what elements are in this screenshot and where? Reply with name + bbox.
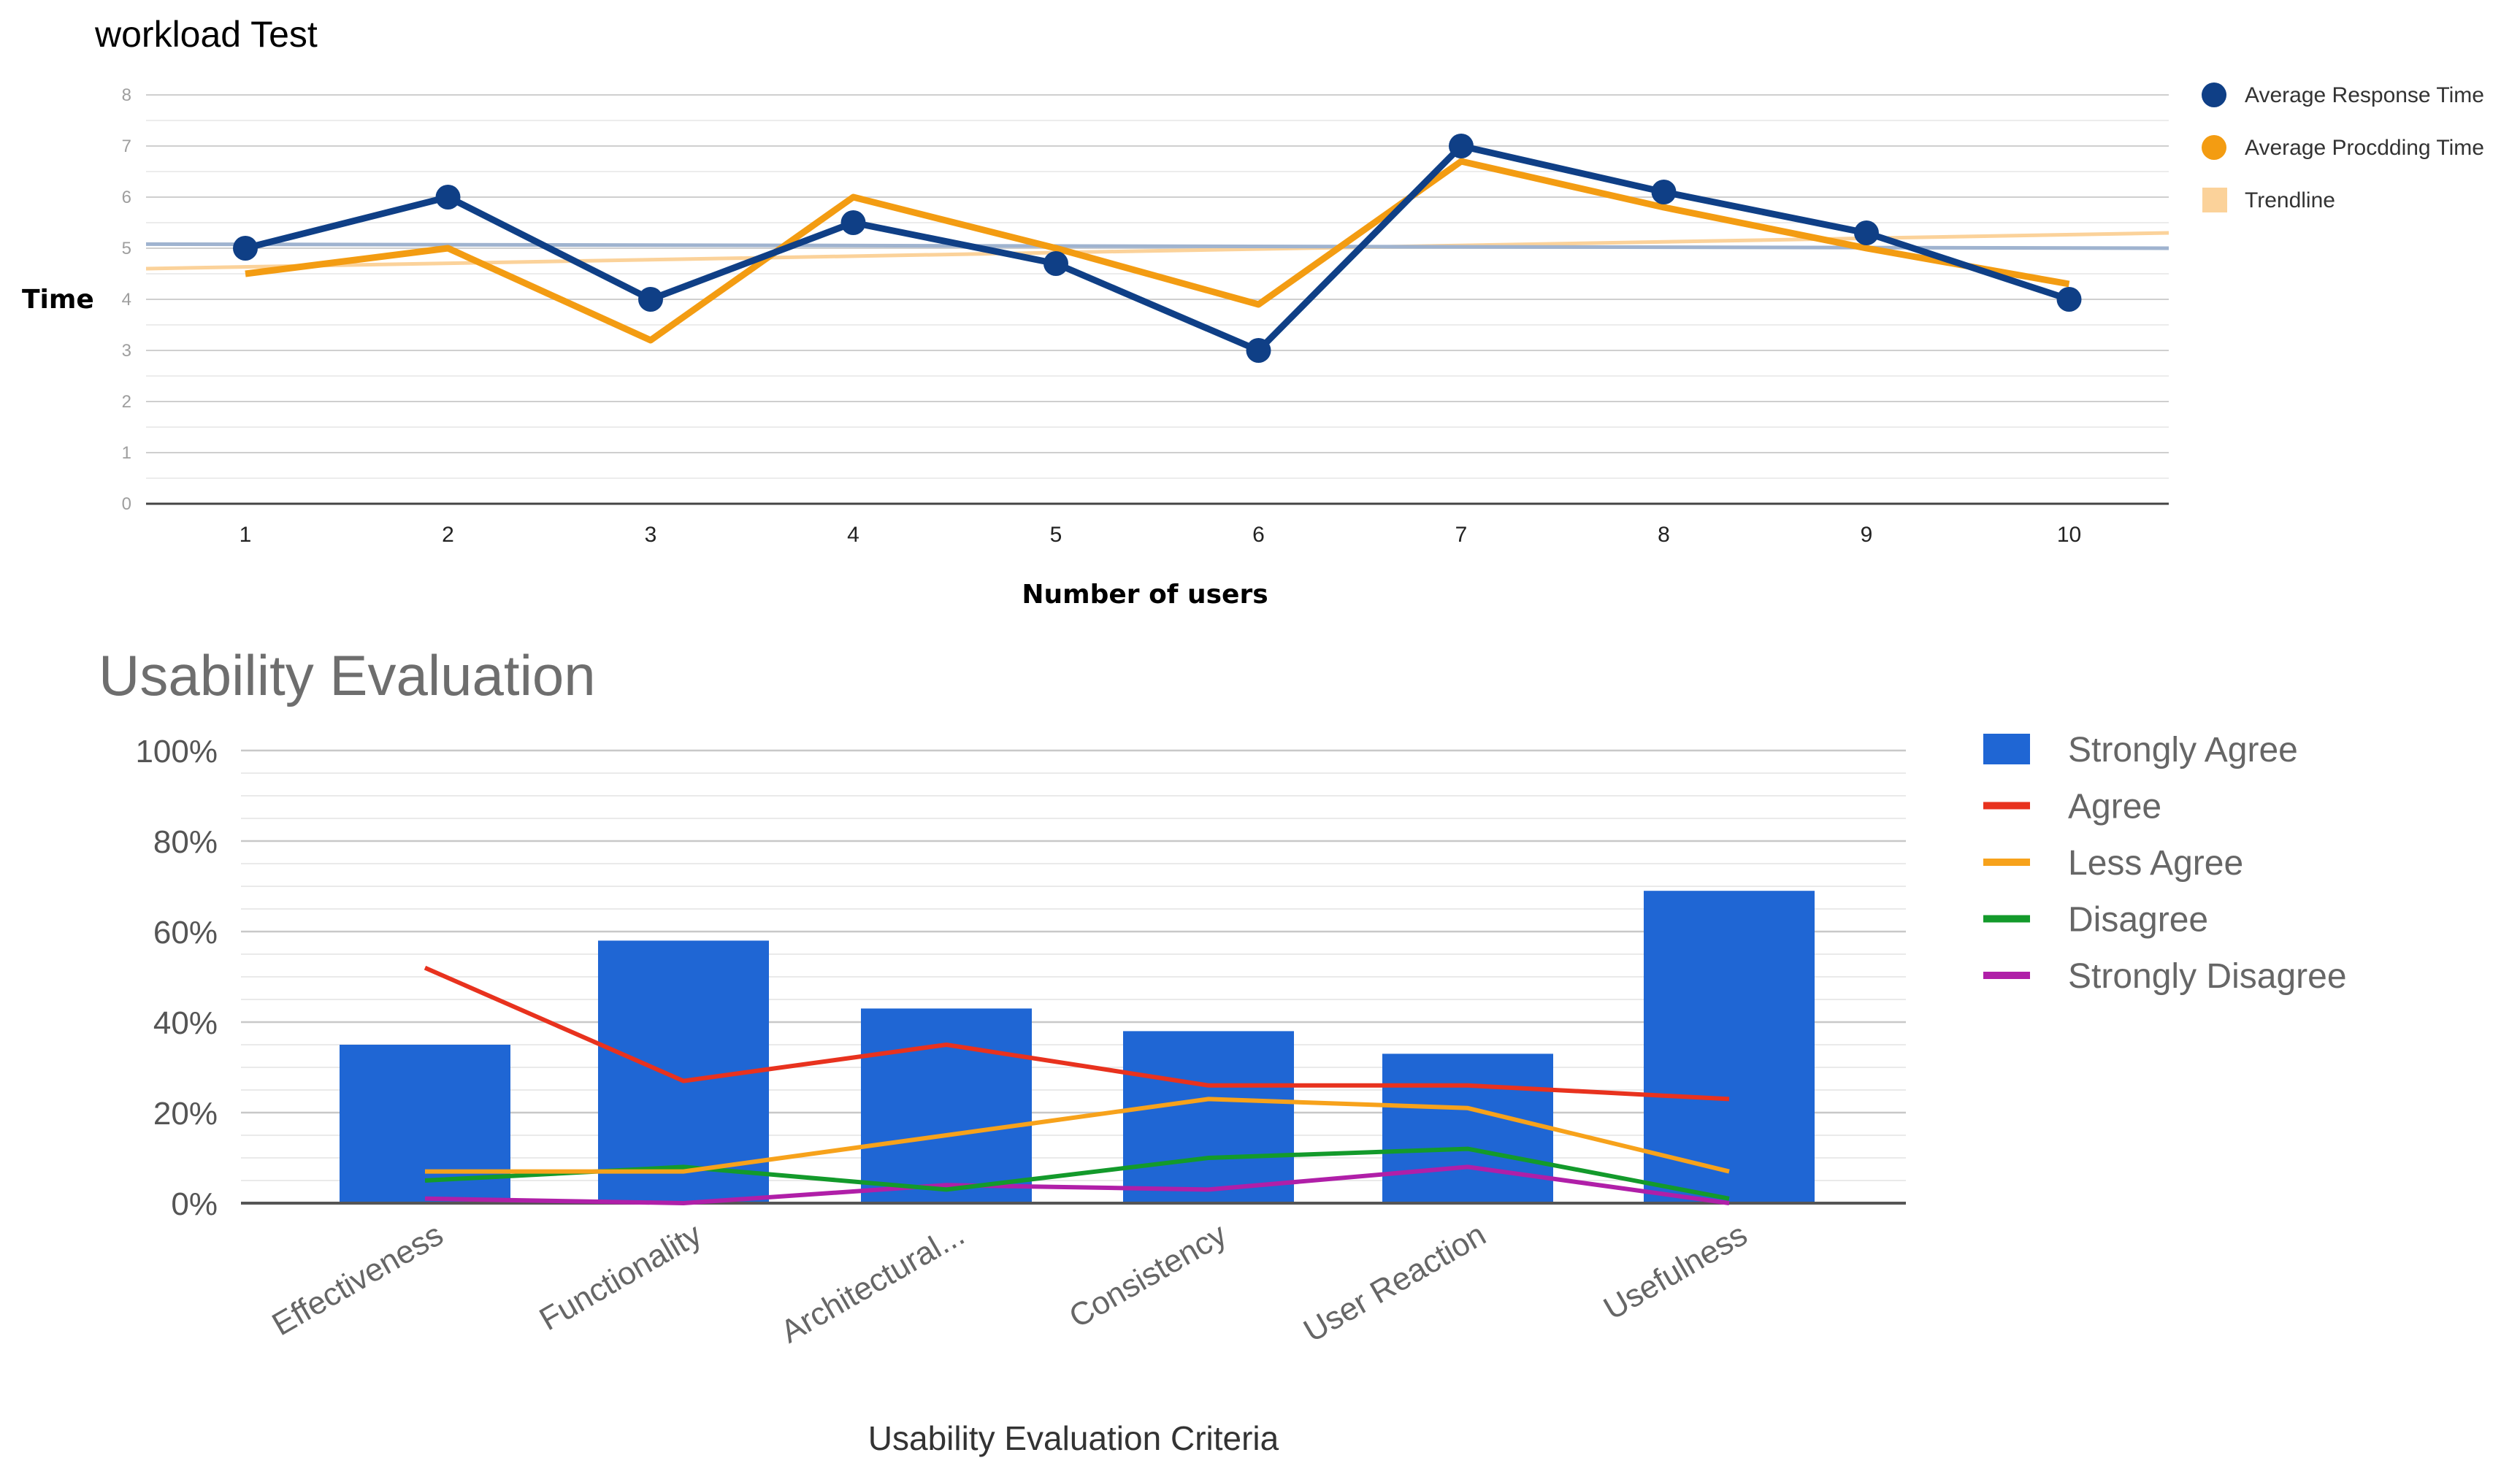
chart1-legend-label: Average Procdding Time [2245, 136, 2484, 160]
chart2-bars [241, 891, 1906, 1205]
chart2-x-tick-label: User Reaction [1298, 1216, 1492, 1349]
chart2-bar [1123, 1031, 1294, 1203]
chart2-legend-marker [1983, 802, 2030, 810]
chart2-legend-label: Agree [2068, 788, 2161, 826]
chart2-y-tick-label: 40% [153, 1005, 218, 1041]
chart2-legend-label: Strongly Agree [2068, 731, 2298, 769]
chart2-bar [861, 1008, 1032, 1203]
chart1-x-axis-label: Number of users [1022, 580, 1268, 610]
chart1-series-line [244, 142, 2070, 354]
chart2-gridlines [241, 749, 1906, 1181]
chart1-x-tick-label: 8 [1658, 523, 1670, 547]
chart2-legend-marker [1983, 859, 2030, 866]
chart1-data-point [435, 185, 461, 210]
chart1-legend-marker [2202, 82, 2226, 107]
chart1-y-tick-label: 0 [122, 494, 131, 514]
chart2-x-tick-label: Usefulness [1598, 1216, 1753, 1327]
chart2-series-line [424, 965, 1730, 1102]
chart2-y-axis-ticks: 0% 20% 40% 60% 80% 100% [135, 734, 218, 1222]
chart2-x-tick-label: Functionality [534, 1216, 708, 1337]
chart1-y-axis-ticks: 0 1 2 3 4 5 6 7 8 [122, 85, 131, 514]
chart2-series-line [424, 1164, 1730, 1205]
chart1-y-tick-label: 7 [122, 137, 131, 156]
chart2-legend-marker [1983, 972, 2030, 979]
chart1-series-line [245, 158, 2070, 344]
chart2-legend-marker [1983, 915, 2030, 923]
chart1-x-tick-label: 2 [442, 523, 454, 547]
chart1-legend-label: Trendline [2245, 188, 2335, 212]
chart1-x-tick-label: 10 [2057, 523, 2081, 547]
chart1-data-point [638, 287, 663, 312]
chart1-x-axis-ticks: 1 2 3 4 5 6 7 8 9 10 [240, 523, 2082, 547]
chart2-legend-label: Disagree [2068, 901, 2208, 940]
chart1-x-tick-label: 3 [645, 523, 657, 547]
chart2-legend-label: Less Agree [2068, 844, 2243, 883]
chart1-y-tick-label: 4 [122, 290, 131, 310]
chart2-y-tick-label: 20% [153, 1096, 218, 1132]
chart2-y-tick-label: 100% [135, 734, 218, 769]
chart1-data-point [840, 210, 866, 235]
chart1-legend-label: Average Response Time [2245, 83, 2484, 107]
chart2-x-tick-label: Effectiveness [267, 1216, 449, 1343]
chart1-data-point [1246, 338, 1271, 363]
chart2-legend: Strongly Agree Agree Less Agree Disagree Str… [1983, 731, 2347, 996]
chart2-bar [1382, 1053, 1553, 1203]
chart2-legend-marker [1983, 734, 2030, 764]
chart2-x-tick-label: Consistency [1063, 1216, 1233, 1335]
chart2-y-tick-label: 0% [171, 1186, 218, 1222]
chart2-title: Usability Evaluation [99, 643, 596, 707]
chart1-legend: Average Response Time Average Procdding T… [2202, 82, 2484, 212]
chart1-gridlines [146, 94, 2169, 505]
chart1-y-tick-label: 8 [122, 85, 131, 105]
chart1-y-axis-label: Time [22, 285, 94, 315]
chart1-x-tick-label: 5 [1050, 523, 1062, 547]
chart1-data-point [1449, 134, 1474, 158]
chart2-bar [1644, 891, 1815, 1203]
chart2-y-tick-label: 80% [153, 824, 218, 860]
chart1-y-tick-label: 2 [122, 392, 131, 412]
chart1-data-point [2056, 287, 2082, 312]
chart1-y-tick-label: 5 [122, 239, 131, 258]
chart2-lines [424, 965, 1730, 1205]
chart1-legend-marker [2202, 188, 2227, 212]
chart1-data-point [1043, 251, 1068, 276]
usability-evaluation-chart: Usability Evaluation 0%20%40%60%80%100% … [99, 643, 2347, 1457]
chart1-data-point [1854, 220, 1879, 245]
chart2-series-line [425, 1097, 1730, 1174]
chart1-trendline [145, 242, 2169, 250]
chart1-y-tick-label: 1 [122, 443, 131, 463]
chart1-legend-marker [2202, 135, 2226, 160]
chart2-y-tick-label: 60% [153, 915, 218, 951]
workload-test-chart: workload Test 0 1 2 3 4 5 6 7 8 1 2 3 4 5 6 7 8 9 10 Time… [22, 14, 2484, 610]
chart2-series-line [424, 1146, 1730, 1201]
chart1-title: workload Test [94, 14, 318, 55]
chart1-x-tick-label: 6 [1252, 523, 1265, 547]
chart2-x-tick-label: Architectural... [775, 1216, 970, 1350]
chart1-y-tick-label: 6 [122, 188, 131, 207]
chart2-legend-label: Strongly Disagree [2068, 957, 2347, 996]
chart1-x-tick-label: 1 [240, 523, 252, 547]
chart1-series [233, 134, 2082, 363]
chart1-y-tick-label: 3 [122, 341, 131, 361]
chart1-x-tick-label: 4 [847, 523, 859, 547]
chart1-x-tick-label: 9 [1861, 523, 1873, 547]
chart1-data-point [1651, 180, 1677, 204]
chart1-x-tick-label: 7 [1455, 523, 1468, 547]
chart2-x-axis-ticks: Effectiveness Functionality Architectural.… [267, 1216, 1753, 1350]
chart2-x-axis-label: Usability Evaluation Criteria [868, 1419, 1279, 1457]
chart1-data-point [233, 236, 258, 261]
